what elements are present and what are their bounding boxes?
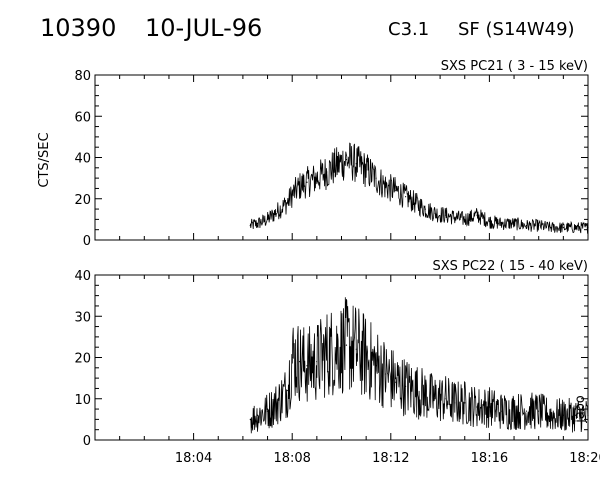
- panel-title-pc21: SXS PC21 ( 3 - 15 keV): [441, 59, 588, 74]
- panel-pc22: SXS PC22 ( 15 - 40 keV) 0 10 20 30 40 18:04 18…: [74, 259, 600, 466]
- x-tick-label: 18:16: [471, 451, 508, 466]
- data-point: [395, 189, 397, 192]
- data-point: [385, 185, 387, 187]
- series-line-pc21: [249, 142, 589, 234]
- data-point: [444, 214, 446, 216]
- data-point: [424, 208, 426, 210]
- y-tick-label: 80: [74, 69, 91, 84]
- y-tick-label: 60: [74, 110, 91, 125]
- y-tick-label: 40: [74, 152, 91, 167]
- data-point: [306, 365, 308, 367]
- data-point: [298, 185, 301, 187]
- y-tick-label: 30: [74, 310, 91, 325]
- data-point: [365, 169, 367, 171]
- data-point: [538, 410, 540, 412]
- y-tick-label: 20: [74, 352, 91, 367]
- x-tick-label: 18:08: [273, 451, 310, 466]
- data-point: [587, 414, 589, 416]
- y-tick-label: 40: [74, 269, 91, 284]
- data-point: [562, 414, 564, 416]
- data-point: [513, 410, 515, 412]
- data-point: [298, 361, 301, 363]
- y-tick-label: 10: [74, 393, 91, 408]
- data-point: [276, 402, 279, 404]
- data-point: [249, 418, 251, 420]
- data-point: [488, 406, 490, 408]
- corner-mark: jaoo: [573, 395, 588, 424]
- data-point: [316, 361, 318, 363]
- data-point: [575, 227, 577, 229]
- flare-location: SF (S14W49): [458, 19, 575, 40]
- goes-class: C3.1: [388, 19, 430, 40]
- panel-pc21: SXS PC21 ( 3 - 15 keV) CTS/SEC 0 20 40 60 80: [37, 59, 589, 249]
- y-tick-label: 0: [83, 434, 91, 449]
- data-point: [306, 181, 308, 183]
- data-point: [501, 410, 503, 412]
- data-point: [424, 394, 426, 396]
- data-point: [488, 220, 490, 223]
- data-point: [249, 224, 251, 227]
- data-point: [266, 410, 269, 412]
- data-point: [513, 222, 515, 225]
- data-point: [454, 216, 456, 218]
- data-point: [355, 163, 357, 165]
- data-point: [550, 227, 552, 229]
- x-tick-label: 18:04: [175, 451, 212, 466]
- data-point: [286, 202, 288, 204]
- data-point: [525, 224, 527, 227]
- data-point: [476, 214, 478, 216]
- panel-title-pc22: SXS PC22 ( 15 - 40 keV): [432, 259, 588, 274]
- series-line-pc22: [249, 297, 589, 434]
- data-point: [375, 365, 377, 367]
- data-point: [395, 381, 397, 383]
- data-point: [575, 414, 577, 416]
- data-point: [404, 196, 407, 198]
- x-tick-label: 18:12: [372, 451, 409, 466]
- data-point: [276, 210, 279, 212]
- data-point: [326, 171, 328, 173]
- data-point: [562, 227, 564, 229]
- data-point: [454, 402, 456, 404]
- data-point: [464, 402, 466, 404]
- data-point: [414, 202, 417, 204]
- data-point: [464, 218, 466, 220]
- event-id: 10390: [40, 14, 117, 42]
- data-point: [257, 222, 259, 225]
- data-point: [525, 410, 527, 412]
- data-point: [444, 398, 446, 400]
- data-point: [404, 385, 407, 387]
- data-point: [345, 344, 348, 346]
- data-point: [326, 352, 328, 354]
- data-point: [538, 224, 540, 227]
- data-point: [266, 218, 269, 220]
- y-tick-label: 0: [83, 234, 91, 249]
- data-point: [335, 165, 338, 167]
- data-point: [316, 177, 318, 179]
- data-point: [257, 414, 259, 416]
- data-point: [335, 348, 338, 350]
- data-point: [355, 348, 357, 350]
- x-tick-label: 18:20: [569, 451, 600, 466]
- data-point: [434, 398, 436, 400]
- data-point: [550, 414, 552, 416]
- event-date: 10-JUL-96: [145, 14, 263, 42]
- data-point: [365, 356, 367, 359]
- data-point: [414, 389, 417, 392]
- data-point: [286, 389, 288, 392]
- data-point: [345, 158, 348, 161]
- data-point: [375, 177, 377, 179]
- data-point: [587, 227, 589, 229]
- data-point: [501, 222, 503, 225]
- data-point: [291, 194, 293, 196]
- data-point: [291, 356, 293, 359]
- y-tick-label: 20: [74, 193, 91, 208]
- data-point: [385, 373, 387, 375]
- data-point: [476, 406, 478, 408]
- data-point: [434, 212, 436, 214]
- y-axis-label: CTS/SEC: [37, 132, 52, 187]
